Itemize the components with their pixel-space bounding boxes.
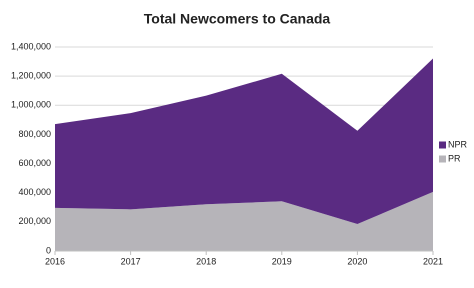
legend-swatch xyxy=(439,141,446,149)
x-tick-label: 2017 xyxy=(121,256,141,266)
y-tick-label: 800,000 xyxy=(18,129,51,139)
x-tick-label: 2020 xyxy=(347,256,367,266)
x-tick-label: 2019 xyxy=(272,256,292,266)
area xyxy=(55,191,433,251)
legend-swatch xyxy=(439,155,446,163)
x-tick-label: 2021 xyxy=(423,256,443,266)
chart-title: Total Newcomers to Canada xyxy=(144,11,331,27)
x-tick-label: 2018 xyxy=(196,256,216,266)
y-tick-label: 200,000 xyxy=(18,216,51,226)
legend-label: NPR xyxy=(448,139,468,149)
x-tick-label: 2016 xyxy=(45,256,65,266)
y-tick-label: 0 xyxy=(46,245,51,255)
y-tick-label: 400,000 xyxy=(18,187,51,197)
y-tick-label: 1,200,000 xyxy=(11,71,51,81)
area xyxy=(55,58,433,225)
legend-label: PR xyxy=(448,153,461,163)
y-tick-label: 1,000,000 xyxy=(11,100,51,110)
y-tick-label: 600,000 xyxy=(18,158,51,168)
y-tick-label: 1,400,000 xyxy=(11,41,51,51)
